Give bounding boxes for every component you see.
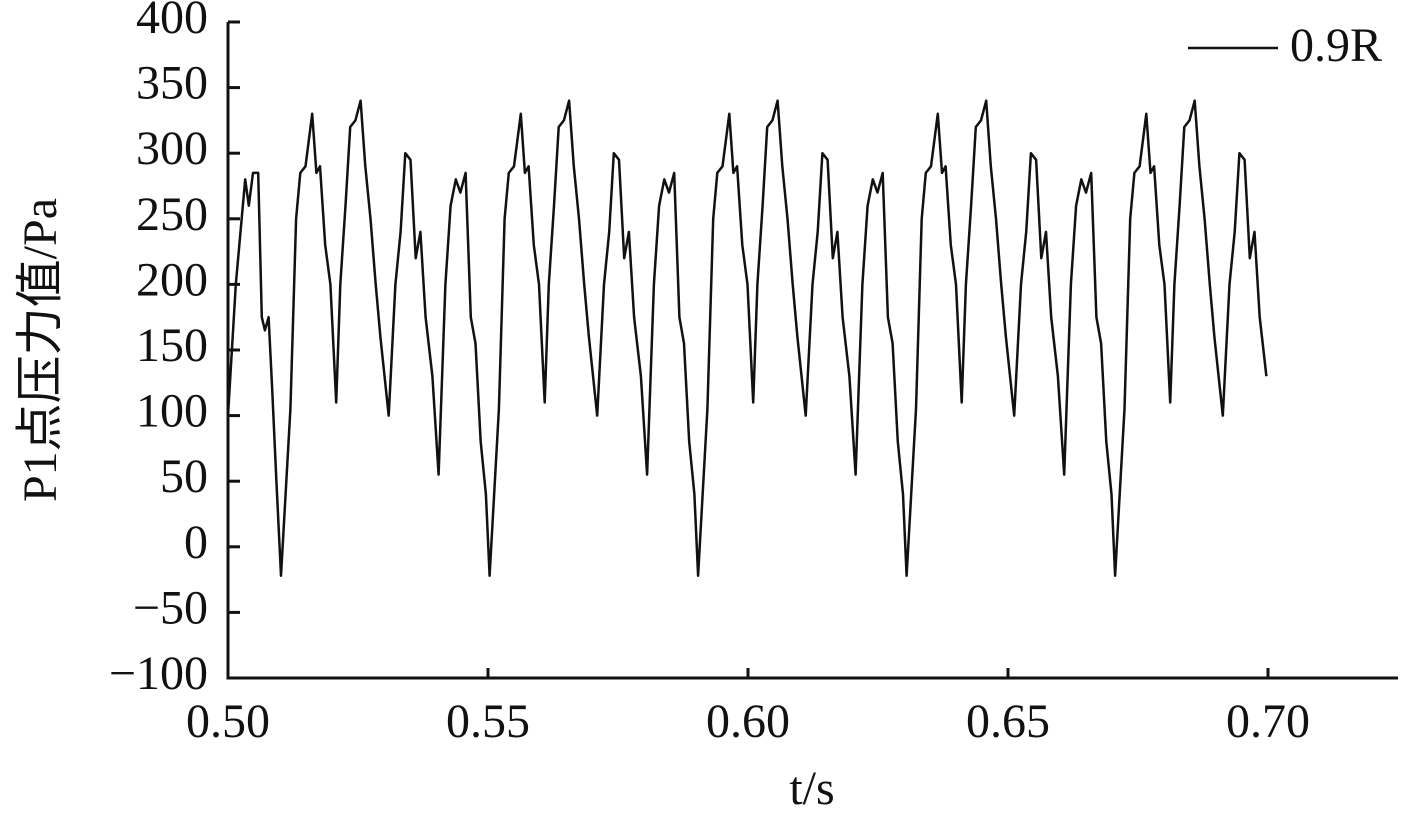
y-tick-label: 150 xyxy=(136,319,208,372)
x-tick-label: 0.65 xyxy=(966,695,1050,748)
x-tick-label: 0.50 xyxy=(186,695,270,748)
y-tick-label: 200 xyxy=(136,253,208,306)
y-tick-label: 300 xyxy=(136,122,208,175)
y-tick-label: 50 xyxy=(160,450,208,503)
x-axis-label: t/s xyxy=(789,762,834,815)
y-tick-label: 0 xyxy=(184,516,208,569)
x-tick-label: 0.55 xyxy=(446,695,530,748)
data-line xyxy=(226,99,1268,577)
y-tick-label: 350 xyxy=(136,57,208,110)
y-tick-label: 400 xyxy=(136,0,208,44)
legend-label: 0.9R xyxy=(1290,19,1382,72)
axes xyxy=(226,22,1398,680)
x-tick-label: 0.70 xyxy=(1226,695,1310,748)
y-tick-label: 100 xyxy=(136,385,208,438)
y-tick-label: 250 xyxy=(136,188,208,241)
y-tick-label: −100 xyxy=(109,647,208,700)
y-axis-label: P1点压力值/Pa xyxy=(14,198,67,502)
y-tick-label: −50 xyxy=(133,581,208,634)
x-tick-label: 0.60 xyxy=(706,695,790,748)
